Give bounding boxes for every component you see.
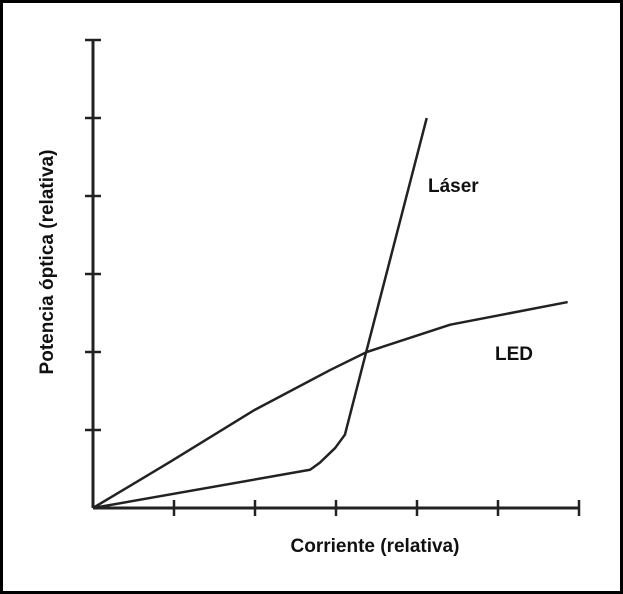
x-axis-label: Corriente (relativa) bbox=[291, 536, 460, 557]
line bbox=[92, 117, 428, 510]
series-label: LED bbox=[495, 344, 533, 365]
series-label: Láser bbox=[428, 176, 479, 197]
y-axis-label: Potencia óptica (relativa) bbox=[37, 150, 58, 375]
line bbox=[92, 300, 568, 510]
